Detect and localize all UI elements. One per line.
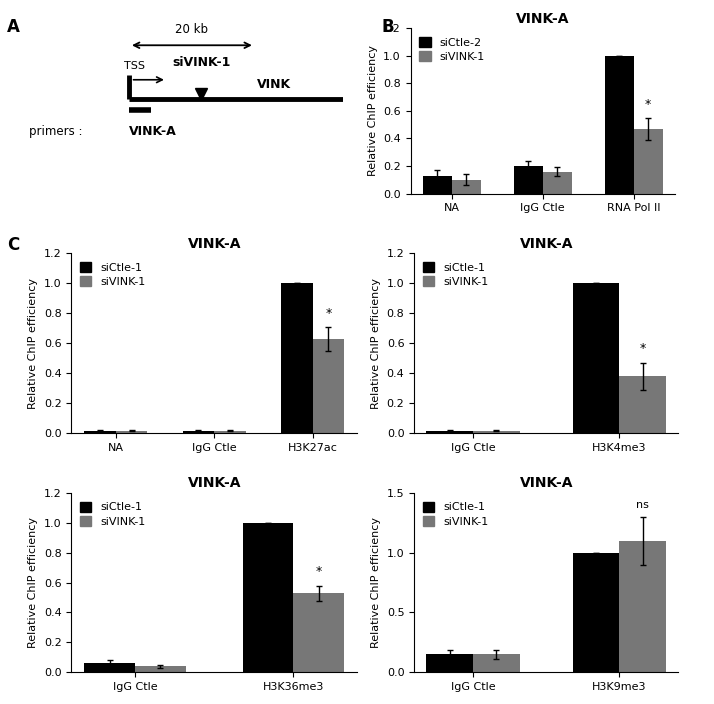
Bar bbox=[281, 283, 313, 433]
Text: *: * bbox=[316, 565, 322, 579]
Bar bbox=[452, 180, 481, 194]
Text: *: * bbox=[640, 342, 646, 356]
Y-axis label: Relative ChIP efficiency: Relative ChIP efficiency bbox=[371, 517, 381, 648]
Legend: siCtle-1, siVINK-1: siCtle-1, siVINK-1 bbox=[420, 259, 492, 291]
Bar bbox=[84, 431, 116, 433]
Legend: siCtle-1, siVINK-1: siCtle-1, siVINK-1 bbox=[77, 498, 149, 530]
Bar bbox=[426, 431, 473, 433]
Text: C: C bbox=[7, 236, 19, 254]
Bar bbox=[573, 283, 620, 433]
Legend: siCtle-2, siVINK-1: siCtle-2, siVINK-1 bbox=[416, 34, 488, 65]
Y-axis label: Relative ChIP efficiency: Relative ChIP efficiency bbox=[368, 45, 378, 177]
Bar bbox=[633, 129, 663, 194]
Legend: siCtle-1, siVINK-1: siCtle-1, siVINK-1 bbox=[77, 259, 149, 291]
Bar bbox=[214, 431, 246, 433]
Bar bbox=[116, 431, 147, 433]
Text: VINK-A: VINK-A bbox=[129, 125, 177, 137]
Legend: siCtle-1, siVINK-1: siCtle-1, siVINK-1 bbox=[420, 498, 492, 530]
Bar bbox=[620, 541, 666, 672]
Y-axis label: Relative ChIP efficiency: Relative ChIP efficiency bbox=[29, 517, 39, 648]
Title: VINK-A: VINK-A bbox=[520, 237, 573, 251]
Text: siVINK-1: siVINK-1 bbox=[172, 56, 231, 68]
Bar bbox=[573, 553, 620, 672]
Bar bbox=[543, 172, 572, 194]
Title: VINK-A: VINK-A bbox=[188, 237, 241, 251]
Text: TSS: TSS bbox=[124, 61, 146, 71]
Bar bbox=[473, 431, 520, 433]
Bar bbox=[423, 176, 452, 194]
Y-axis label: Relative ChIP efficiency: Relative ChIP efficiency bbox=[371, 277, 381, 409]
Bar bbox=[605, 56, 633, 194]
Title: VINK-A: VINK-A bbox=[516, 11, 569, 25]
Text: primers :: primers : bbox=[29, 125, 82, 137]
Text: ns: ns bbox=[636, 500, 649, 510]
Bar bbox=[293, 593, 344, 672]
Bar bbox=[84, 663, 135, 672]
Title: VINK-A: VINK-A bbox=[188, 476, 241, 490]
Text: 20 kb: 20 kb bbox=[176, 23, 208, 36]
Text: VINK: VINK bbox=[256, 78, 291, 91]
Bar bbox=[135, 666, 186, 672]
Title: VINK-A: VINK-A bbox=[520, 476, 573, 490]
Bar bbox=[620, 376, 666, 433]
Y-axis label: Relative ChIP efficiency: Relative ChIP efficiency bbox=[29, 277, 39, 409]
Text: B: B bbox=[382, 18, 395, 36]
Text: *: * bbox=[645, 98, 651, 111]
Bar bbox=[426, 655, 473, 672]
Bar bbox=[243, 522, 293, 672]
Bar bbox=[473, 655, 520, 672]
Bar bbox=[513, 166, 543, 194]
Text: A: A bbox=[7, 18, 20, 36]
Text: *: * bbox=[325, 306, 331, 320]
Bar bbox=[313, 339, 344, 433]
Bar bbox=[183, 431, 214, 433]
